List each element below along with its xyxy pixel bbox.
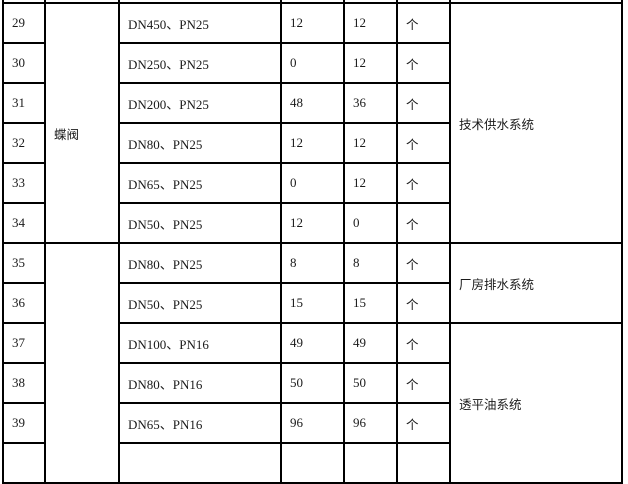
- unit: 个: [396, 402, 451, 444]
- spec: DN50、PN25: [118, 202, 282, 244]
- system-name: 透平油系统: [449, 322, 623, 484]
- unit: 个: [396, 362, 451, 404]
- quantity-1: 0: [280, 42, 345, 84]
- quantity-2: 0: [343, 202, 398, 244]
- quantity-2: 8: [343, 242, 398, 284]
- quantity-2: 12: [343, 122, 398, 164]
- row-number: 33: [2, 162, 46, 204]
- quantity-2: 96: [343, 402, 398, 444]
- unit: 个: [396, 2, 451, 44]
- system-name: 厂房排水系统: [449, 242, 623, 324]
- unit: [396, 442, 451, 484]
- quantity-1: 0: [280, 162, 345, 204]
- row-number: 35: [2, 242, 46, 284]
- table-row: 39 DN65、PN16 96 96 个: [2, 402, 622, 444]
- table-row: 32 DN80、PN25 12 12 个: [2, 122, 622, 164]
- spec: DN65、PN25: [118, 162, 282, 204]
- table-row: 37 DN100、PN16 49 49 个透平油系统: [2, 322, 623, 484]
- row-number: 34: [2, 202, 46, 244]
- quantity-1: 12: [280, 2, 345, 44]
- quantity-1: 12: [280, 202, 345, 244]
- table-row: 38 DN80、PN16 50 50 个: [2, 362, 622, 404]
- spec: DN100、PN16: [118, 322, 282, 364]
- spec: DN250、PN25: [118, 42, 282, 84]
- row-number: [2, 442, 46, 484]
- quantity-2: 36: [343, 82, 398, 124]
- row-number: 29: [2, 2, 46, 44]
- spec: DN50、PN25: [118, 282, 282, 324]
- spec: DN200、PN25: [118, 82, 282, 124]
- unit: 个: [396, 202, 451, 244]
- spec: [118, 442, 282, 484]
- table-row-partial: [2, 0, 623, 4]
- quantity-1: 15: [280, 282, 345, 324]
- unit: 个: [396, 242, 451, 284]
- unit: 个: [396, 322, 451, 364]
- table-row: 34 DN50、PN25 12 0 个: [2, 202, 622, 244]
- table-row: 36 DN50、PN25 15 15 个: [2, 282, 622, 324]
- quantity-2: 15: [343, 282, 398, 324]
- valve-type-empty: [44, 242, 120, 484]
- quantity-2: 12: [343, 162, 398, 204]
- spec: DN80、PN16: [118, 362, 282, 404]
- spec: DN80、PN25: [118, 122, 282, 164]
- row-number: 37: [2, 322, 46, 364]
- row-number: 31: [2, 82, 46, 124]
- quantity-1: 96: [280, 402, 345, 444]
- unit: 个: [396, 42, 451, 84]
- spec: DN65、PN16: [118, 402, 282, 444]
- valve-type: 蝶阀: [44, 2, 120, 244]
- unit: 个: [396, 82, 451, 124]
- quantity-2: [343, 442, 398, 484]
- quantity-2: 50: [343, 362, 398, 404]
- quantity-1: 8: [280, 242, 345, 284]
- quantity-2: 12: [343, 2, 398, 44]
- table-row: 33 DN65、PN25 0 12 个: [2, 162, 622, 204]
- quantity-1: 48: [280, 82, 345, 124]
- quantity-1: 50: [280, 362, 345, 404]
- spec: DN80、PN25: [118, 242, 282, 284]
- row-number: 32: [2, 122, 46, 164]
- quantity-2: 49: [343, 322, 398, 364]
- row-number: 36: [2, 282, 46, 324]
- system-name: 技术供水系统: [449, 2, 623, 244]
- row-number: 38: [2, 362, 46, 404]
- unit: 个: [396, 162, 451, 204]
- row-number: 39: [2, 402, 46, 444]
- spec: DN450、PN25: [118, 2, 282, 44]
- quantity-2: 12: [343, 42, 398, 84]
- table-row: 29 蝶阀 DN450、PN25 12 12 个技术供水系统: [2, 2, 623, 244]
- table-row: 30 DN250、PN25 0 12 个: [2, 42, 622, 84]
- table-row: 31 DN200、PN25 48 36 个: [2, 82, 622, 124]
- unit: 个: [396, 122, 451, 164]
- quantity-1: 12: [280, 122, 345, 164]
- quantity-1: [280, 442, 345, 484]
- unit: 个: [396, 282, 451, 324]
- row-number: 30: [2, 42, 46, 84]
- quantity-1: 49: [280, 322, 345, 364]
- table-row: 35 DN80、PN25 8 8 个厂房排水系统: [2, 242, 623, 484]
